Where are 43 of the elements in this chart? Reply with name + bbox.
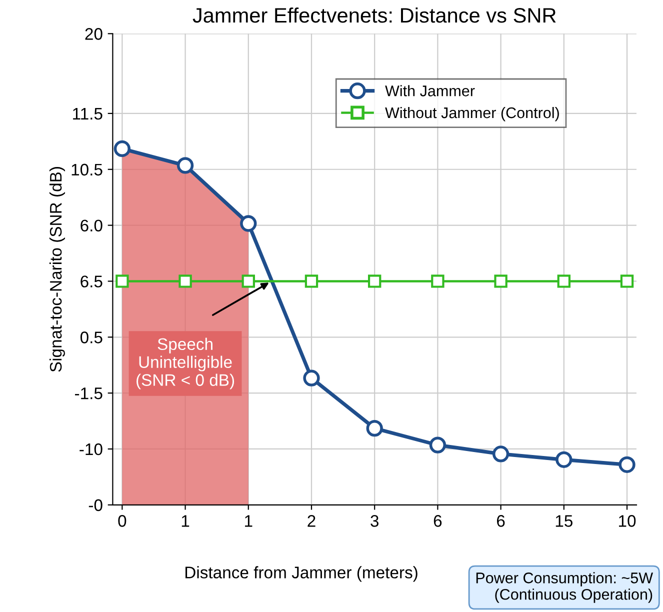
chart-title: Jammer Effectvenets: Distance vs SNR — [192, 7, 556, 23]
point — [618, 456, 636, 473]
annotation: Speech Unintelligible (SNR < 0 dB) — [136, 338, 234, 390]
text: Power Consumption: ~5W (Continuous Operation) — [476, 572, 654, 603]
point — [303, 370, 320, 386]
point — [429, 436, 446, 454]
text: -10 — [80, 443, 102, 456]
legend-label: With Jammer — [385, 85, 475, 96]
point — [116, 274, 129, 288]
x-tick-label: 0 — [118, 515, 126, 527]
point — [242, 274, 255, 288]
text: 20 — [85, 28, 102, 40]
x-tick-label: 3 — [370, 515, 378, 527]
point — [114, 140, 131, 158]
point — [494, 274, 508, 288]
point — [620, 274, 634, 288]
point — [556, 451, 572, 468]
y-axis-title: Signat-toc-Narito (SNR (dB) — [49, 167, 65, 372]
point — [492, 446, 510, 462]
x-tick-label: 6 — [497, 515, 505, 527]
point — [240, 215, 257, 232]
legend-label: Without Jammer (Control) — [385, 106, 559, 122]
point — [557, 274, 571, 288]
x-tick-label: 15 — [556, 515, 572, 527]
point — [366, 420, 383, 437]
point — [176, 157, 194, 174]
x-tick-label: 1 — [182, 515, 190, 527]
text: 0.5 — [80, 332, 102, 344]
text: -0 — [88, 499, 102, 512]
x-tick-label: 1 — [245, 515, 252, 527]
x-tick-label: 10 — [619, 515, 636, 527]
x-tick-label: 2 — [308, 515, 316, 527]
text: -1.5 — [75, 388, 102, 400]
point — [178, 274, 192, 288]
x-tick-label: 6 — [434, 515, 442, 527]
text: 6.5 — [80, 276, 102, 288]
x-axis-title: Distance from Jammer (meters) — [185, 566, 418, 582]
point — [304, 274, 318, 288]
text: 10.5 — [72, 164, 102, 176]
point — [368, 274, 382, 288]
point — [431, 274, 444, 288]
text: 11.5 — [73, 108, 102, 120]
text: 6.0 — [80, 220, 102, 232]
